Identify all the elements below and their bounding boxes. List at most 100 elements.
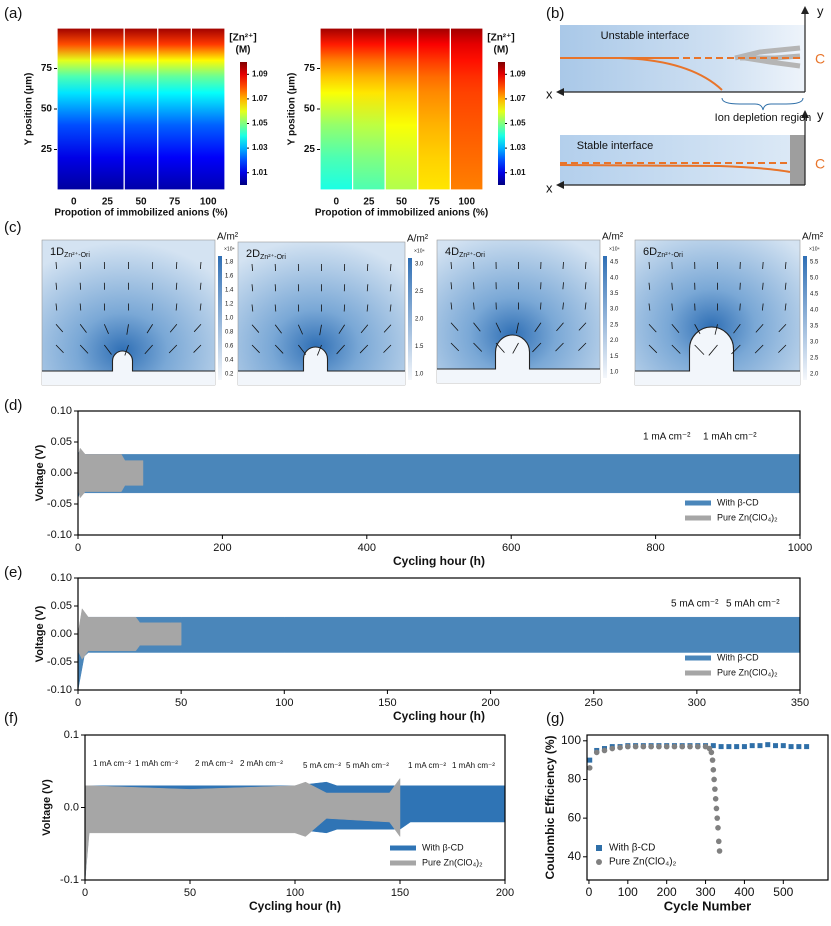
colorbar-tick-label: 1.01: [510, 168, 526, 177]
y-tick-label: 75: [304, 63, 316, 74]
legend-label: Pure Zn(ClO₄)₂: [717, 512, 778, 522]
heat-column: [89, 27, 125, 191]
x-tick-label: 250: [585, 697, 603, 709]
colorbar-tick: 5.0: [810, 276, 819, 282]
x-tick-label: 0: [334, 197, 340, 208]
tag-main: 2D: [246, 248, 260, 260]
flux-arrow: [79, 344, 89, 354]
flux-arrow: [193, 323, 202, 333]
x-tick-label: 300: [688, 697, 706, 709]
point: [609, 745, 616, 752]
point: [788, 744, 794, 750]
colorbar-tick: 1.2: [225, 302, 234, 308]
annotation: 5 mAh cm⁻²: [346, 761, 389, 770]
x-tick-label: 50: [135, 197, 147, 208]
electrode-fill: [437, 335, 600, 383]
heat-column: [190, 27, 226, 191]
flux-arrow: [274, 324, 282, 334]
y-tick-label: -0.05: [47, 656, 72, 668]
colorbar-tick: 4.0: [810, 308, 819, 314]
y-tick-label: 0.05: [51, 600, 72, 612]
y-tick-label: 0.00: [51, 467, 72, 479]
flux-arrow: [450, 282, 453, 290]
label: Ion depletion region: [715, 112, 812, 124]
voltage-band: [77, 616, 801, 691]
annotation: 1 mAh cm⁻²: [135, 759, 178, 768]
y-tick-label: 0.05: [51, 436, 72, 448]
colorbar-tick: 5.5: [810, 260, 819, 266]
legend-label: With β-CD: [717, 652, 759, 662]
flux-arrow: [55, 303, 58, 311]
point: [715, 825, 721, 831]
x-tick-label: 400: [734, 885, 754, 899]
x-tick-label: 300: [696, 885, 716, 899]
x-tick-label: 0: [71, 197, 77, 208]
annotation: 1 mAh cm⁻²: [452, 761, 495, 770]
flux-arrow: [389, 304, 392, 312]
electrode-fill: [635, 327, 800, 385]
stable-box: [560, 135, 795, 185]
x-tick-label: 150: [378, 697, 396, 709]
flux-arrow: [55, 344, 64, 354]
flux-arrow: [584, 261, 587, 270]
flux-arrow: [540, 302, 542, 310]
point: [718, 744, 724, 750]
axis-name: C: [815, 156, 825, 172]
colorbar-tick: 1.0: [610, 370, 619, 376]
point: [671, 743, 678, 750]
panel-tag: 6DZn²⁺-Ori: [643, 246, 683, 259]
y-tick-label: 50: [41, 104, 53, 115]
y-axis-label: Voltage (V): [34, 444, 46, 501]
flux-arrow: [146, 324, 154, 334]
point: [741, 744, 747, 750]
flux-arrow: [104, 344, 112, 355]
flux-arrow: [168, 344, 178, 354]
axis-name: y: [817, 107, 824, 122]
legend-marker: [596, 859, 602, 865]
flux-arrow: [126, 324, 129, 335]
point: [663, 743, 670, 750]
colorbar-tick-label: 1.03: [510, 143, 526, 152]
flux-arrow: [731, 344, 741, 355]
flux-arrow: [450, 261, 452, 270]
y-tick-label: 40: [568, 849, 582, 863]
x-tick-label: 400: [358, 542, 376, 554]
heat-column: [157, 27, 193, 191]
flux-arrow: [193, 344, 202, 353]
flux-arrow: [55, 261, 57, 270]
flux-arrow: [199, 261, 202, 270]
flux-arrow: [762, 261, 764, 270]
panel-label: (b): [546, 5, 564, 22]
flux-arrow: [473, 342, 483, 352]
flux-arrow: [55, 323, 64, 333]
electrode-surface: [238, 346, 405, 372]
colorbar-tick: 3.0: [610, 307, 619, 313]
flux-arrow: [274, 304, 277, 312]
flux-arrow: [778, 323, 787, 333]
flux-arrow: [175, 303, 178, 311]
flux-arrow: [671, 344, 681, 354]
y-axis-label: Y position (μm): [24, 73, 35, 146]
x-tick-label: 1000: [788, 542, 812, 554]
colorbar-tick: 0.2: [225, 372, 234, 378]
point: [708, 749, 715, 756]
colorbar-tick: 1.0: [415, 372, 424, 378]
x-tick-label: 0: [75, 697, 81, 709]
legend-marker: [596, 845, 602, 851]
axis-name: y: [817, 3, 824, 18]
x-tick-label: 200: [496, 887, 514, 899]
point: [734, 744, 740, 750]
y-tick-label: 0.00: [51, 628, 72, 640]
flux-arrow: [671, 282, 673, 290]
x-tick-label: 600: [502, 542, 520, 554]
point: [679, 743, 686, 750]
colorbar-tick: 2.5: [415, 289, 424, 295]
x-tick-label: 100: [275, 697, 293, 709]
flux-arrow: [175, 261, 178, 270]
x-axis-label: Cycling hour (h): [393, 554, 485, 568]
colorbar: [603, 256, 607, 378]
x-tick-label: 200: [481, 697, 499, 709]
colorbar: [803, 256, 807, 380]
heat-column: [319, 27, 354, 191]
heat-column: [417, 27, 451, 191]
